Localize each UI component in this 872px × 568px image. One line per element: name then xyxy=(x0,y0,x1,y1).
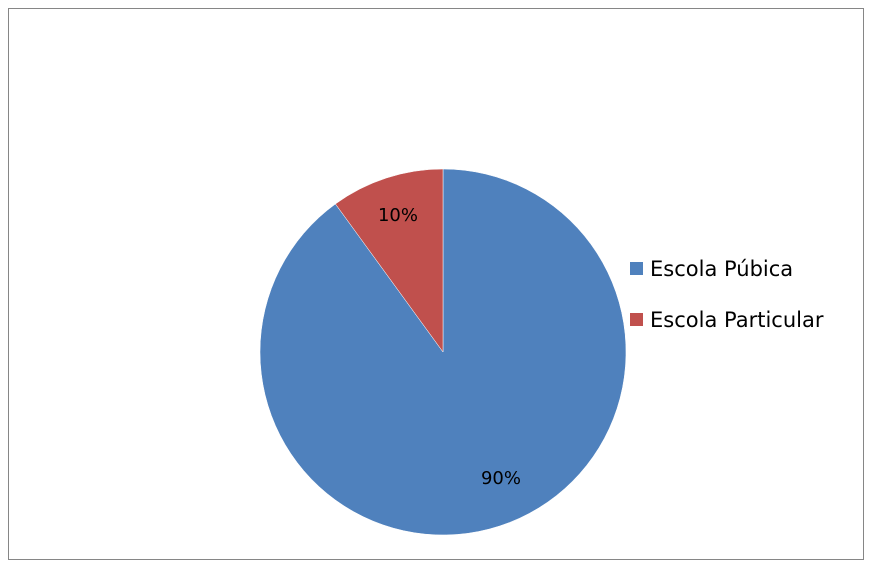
data-labels: 90% 10% xyxy=(378,205,521,489)
legend-swatch-escola-publica xyxy=(630,262,643,275)
pie-slices xyxy=(259,168,627,536)
data-label-escola-publica: 90% xyxy=(481,468,521,489)
data-label-escola-particular: 10% xyxy=(378,205,418,226)
legend: Escola Púbica Escola Particular xyxy=(630,257,824,332)
legend-swatch-escola-particular xyxy=(630,313,643,326)
legend-label-escola-publica: Escola Púbica xyxy=(650,257,793,281)
legend-label-escola-particular: Escola Particular xyxy=(650,308,824,332)
pie-slice-escola-particular xyxy=(335,168,444,353)
